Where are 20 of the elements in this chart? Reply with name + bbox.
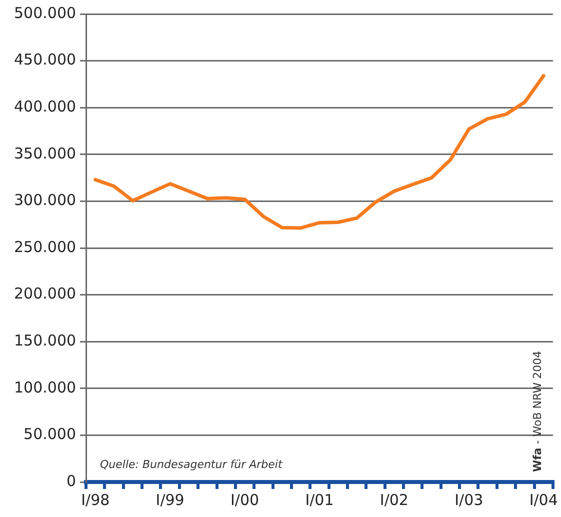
x-tick-label: I/01	[305, 490, 334, 509]
y-tick-label: 500.000	[14, 4, 76, 22]
annotation: Quelle: Bundesagentur für Arbeit	[100, 458, 282, 471]
y-tick-label: 250.000	[14, 238, 76, 256]
y-tick-label: 150.000	[14, 331, 76, 350]
y-tick-label: 200.000	[14, 284, 76, 303]
x-tick-label: I/00	[230, 490, 260, 509]
annotation: Wfa - WoB NRW 2004	[530, 350, 544, 472]
x-tick-label: I/98	[81, 490, 110, 509]
y-tick-label: 350.000	[14, 144, 76, 162]
x-tick-label: I/99	[156, 490, 184, 509]
y-tick-label: 400.000	[14, 97, 76, 116]
y-tick-label: 300.000	[14, 191, 76, 210]
y-tick-label: 450.000	[14, 50, 76, 69]
x-tick-label: I/03	[454, 490, 484, 509]
x-tick-label: I/02	[380, 490, 408, 509]
y-tick-label: 100.000	[14, 378, 76, 396]
y-tick-label: 50.000	[24, 425, 76, 444]
y-tick-label: 0	[66, 472, 76, 490]
x-tick-label: I/04	[529, 490, 558, 509]
